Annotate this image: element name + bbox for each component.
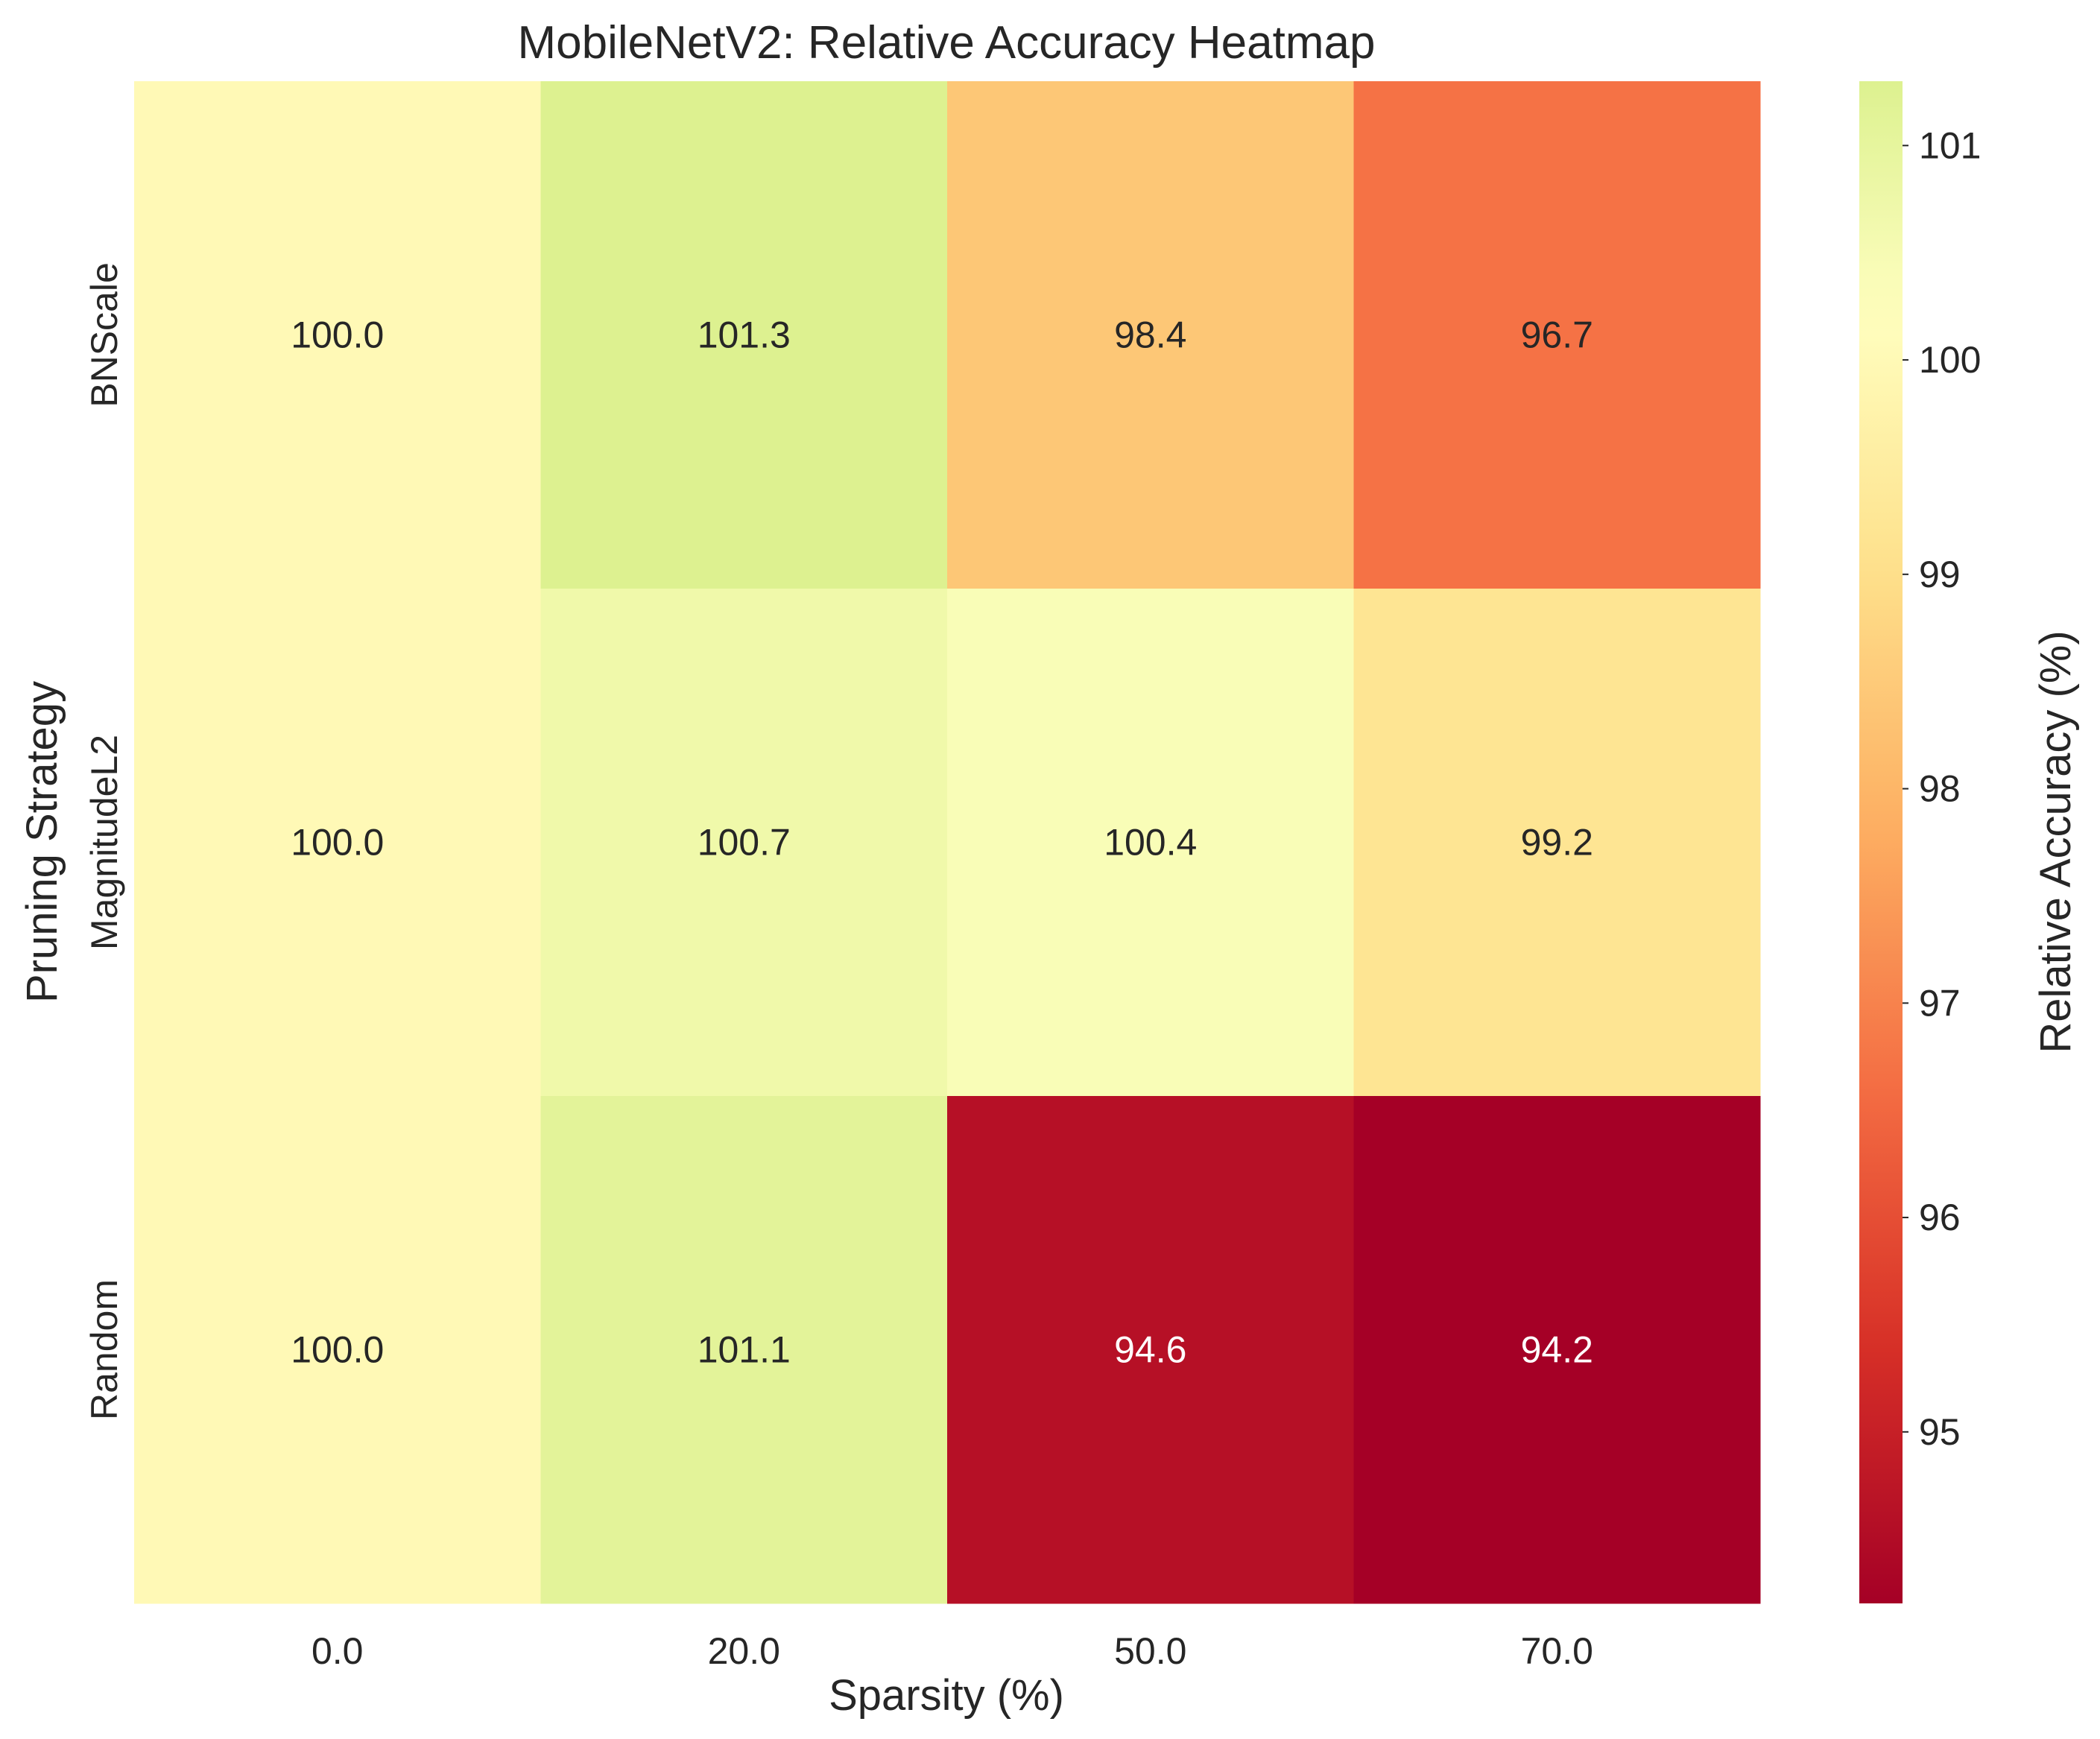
colorbar-tick-label: 99 bbox=[1919, 554, 1961, 595]
colorbar-tick-label: 95 bbox=[1919, 1411, 1961, 1453]
cell-value-label: 94.6 bbox=[1114, 1329, 1186, 1371]
cell-value-label: 99.2 bbox=[1521, 822, 1593, 864]
y-axis-ticks: BNScale MagnitudeL2 Random bbox=[83, 262, 125, 1420]
y-axis-label: Pruning Strategy bbox=[18, 681, 66, 1003]
heatmap-cell bbox=[1353, 81, 1761, 589]
heatmap-cell bbox=[1353, 1096, 1761, 1604]
cell-value-label: 98.4 bbox=[1114, 314, 1186, 356]
heatmap-cell bbox=[540, 1096, 948, 1604]
chart-title: MobileNetV2: Relative Accuracy Heatmap bbox=[518, 17, 1376, 69]
heatmap-cell bbox=[134, 589, 541, 1097]
x-tick-label: 0.0 bbox=[311, 1630, 364, 1672]
cell-value-label: 101.1 bbox=[698, 1329, 791, 1371]
x-tick-label: 70.0 bbox=[1521, 1630, 1593, 1672]
cell-value-label: 100.0 bbox=[291, 822, 384, 864]
y-tick-label: MagnitudeL2 bbox=[83, 735, 125, 950]
cell-value-label: 94.2 bbox=[1521, 1329, 1593, 1371]
colorbar-tick-label: 100 bbox=[1919, 339, 1981, 381]
colorbar-tick-label: 97 bbox=[1919, 982, 1961, 1024]
y-tick-label: Random bbox=[83, 1279, 125, 1420]
cell-value-label: 100.0 bbox=[291, 1329, 384, 1371]
heatmap-cells bbox=[134, 81, 1761, 1604]
x-axis-ticks: 0.0 20.0 50.0 70.0 bbox=[311, 1630, 1593, 1672]
colorbar-tick-label: 101 bbox=[1919, 124, 1981, 166]
heatmap-cell bbox=[1353, 589, 1761, 1097]
heatmap-cell bbox=[134, 1096, 541, 1604]
x-tick-label: 20.0 bbox=[708, 1630, 780, 1672]
cell-value-label: 101.3 bbox=[698, 314, 791, 356]
x-axis-label: Sparsity (%) bbox=[829, 1671, 1064, 1720]
heatmap-cell bbox=[540, 589, 948, 1097]
colorbar bbox=[1859, 81, 1903, 1603]
cell-value-label: 100.0 bbox=[291, 314, 384, 356]
x-tick-label: 50.0 bbox=[1114, 1630, 1186, 1672]
heatmap-cell bbox=[540, 81, 948, 589]
heatmap-cell bbox=[947, 1096, 1354, 1604]
colorbar-tick-label: 98 bbox=[1919, 768, 1961, 810]
colorbar-ticks: 95 96 97 98 99 100 101 bbox=[1903, 124, 1981, 1453]
colorbar-tick-label: 96 bbox=[1919, 1197, 1961, 1238]
heatmap-cell bbox=[947, 589, 1354, 1097]
cell-value-label: 100.7 bbox=[698, 822, 791, 864]
cell-value-label: 100.4 bbox=[1104, 822, 1197, 864]
cell-value-label: 96.7 bbox=[1521, 314, 1593, 356]
heatmap-cell bbox=[947, 81, 1354, 589]
heatmap-cell bbox=[134, 81, 541, 589]
colorbar-label: Relative Accuracy (%) bbox=[2031, 630, 2080, 1053]
y-tick-label: BNScale bbox=[83, 262, 125, 408]
heatmap-cell-labels: 100.0 101.3 98.4 96.7 100.0 100.7 100.4 99.2 100… bbox=[291, 314, 1593, 1371]
